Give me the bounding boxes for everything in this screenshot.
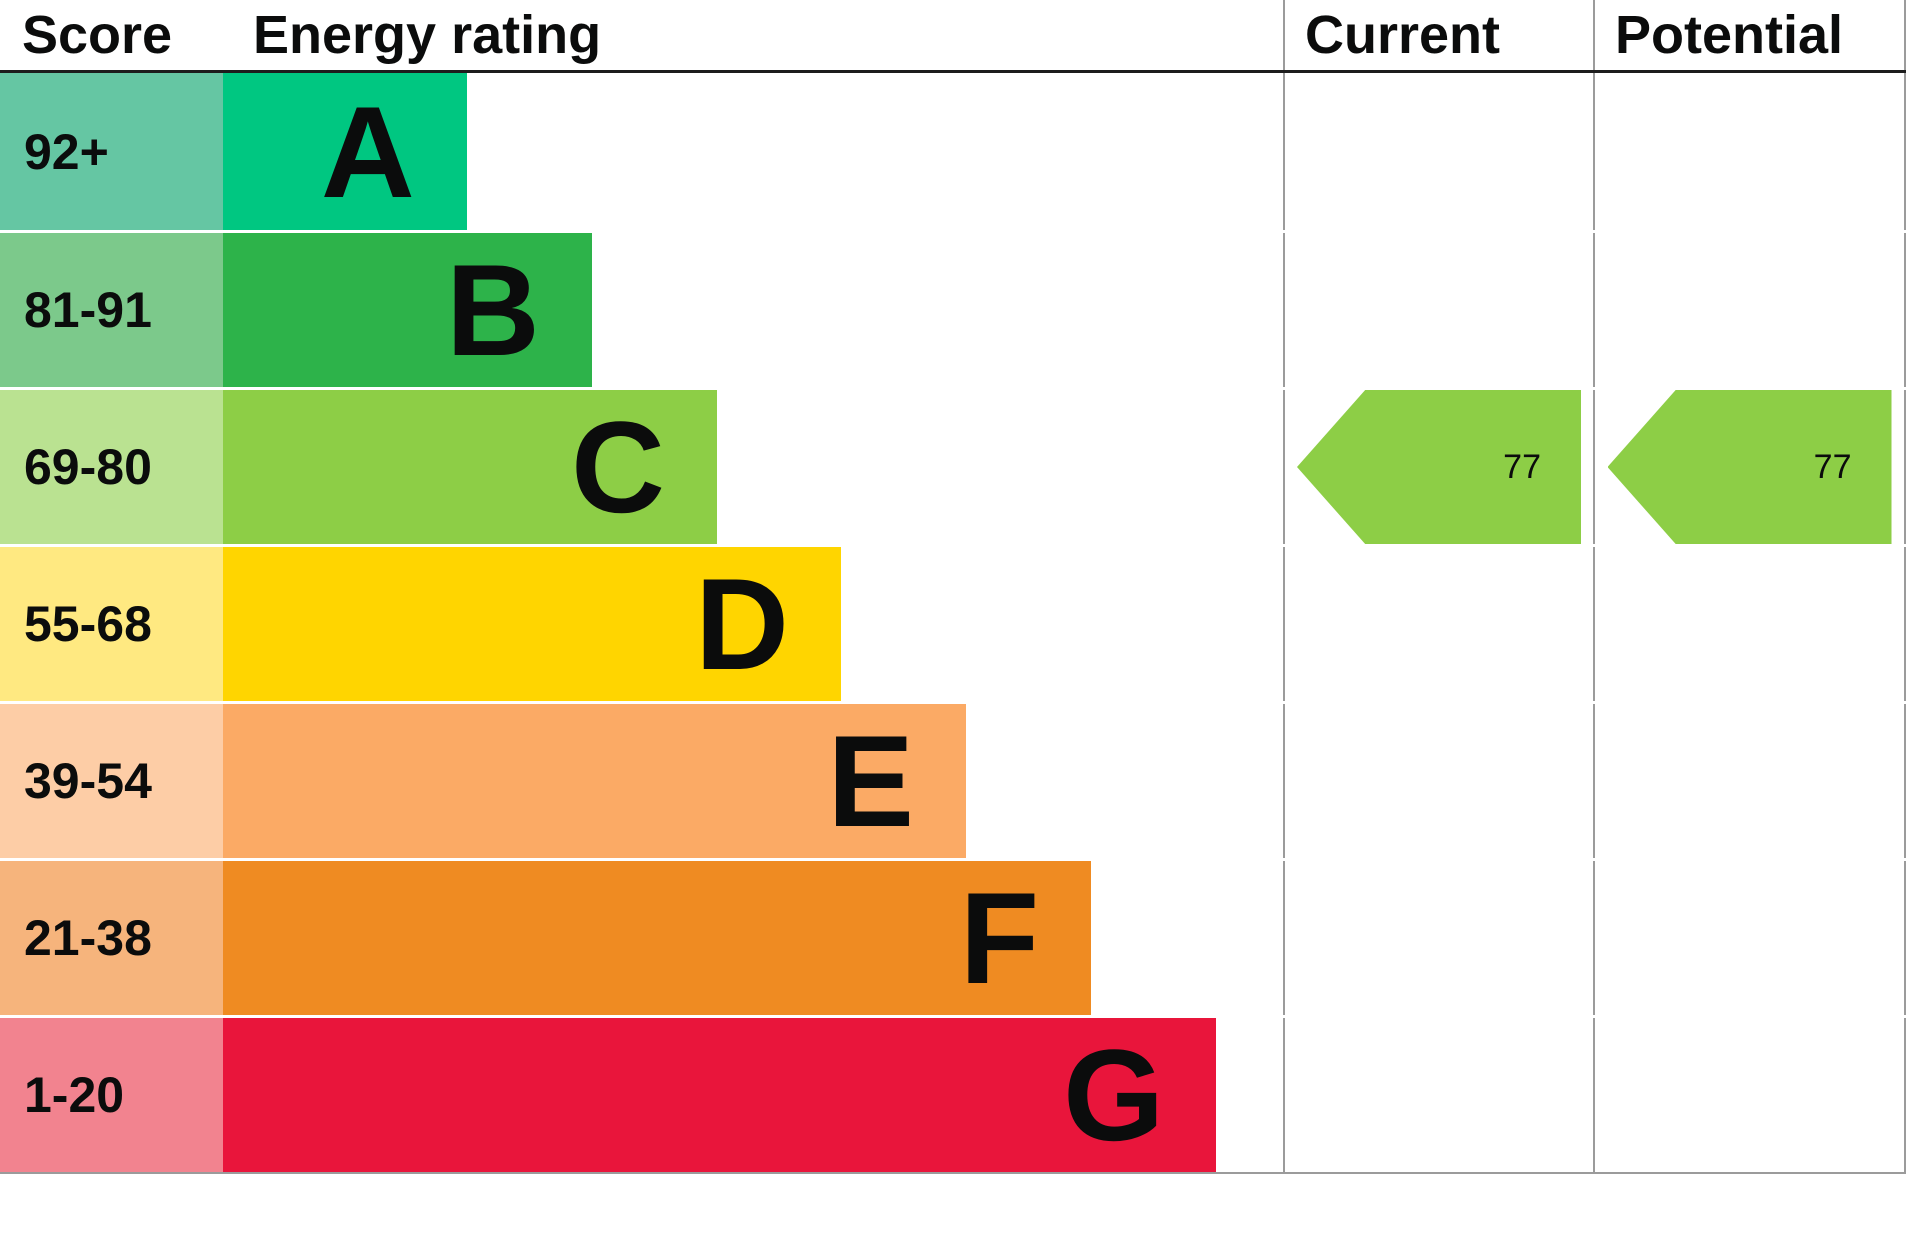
potential-cell bbox=[1593, 73, 1906, 230]
band-bar-area: E bbox=[223, 704, 1283, 858]
arrow-value: 77 bbox=[1503, 448, 1541, 486]
band-row: 21-38 F bbox=[0, 858, 1906, 1015]
potential-cell bbox=[1593, 1018, 1906, 1172]
band-bar: B bbox=[223, 233, 592, 387]
band-rows: 92+ A 81-91 B bbox=[0, 73, 1906, 1172]
current-cell: 77 bbox=[1283, 390, 1593, 544]
band-row: 39-54 E bbox=[0, 701, 1906, 858]
potential-cell bbox=[1593, 704, 1906, 858]
potential-cell: 77 bbox=[1593, 390, 1906, 544]
band-bar: C bbox=[223, 390, 717, 544]
band-bar: A bbox=[223, 73, 467, 230]
band-bar-area: A bbox=[223, 73, 1283, 230]
potential-cell bbox=[1593, 861, 1906, 1015]
band-letter: D bbox=[695, 551, 789, 697]
current-cell bbox=[1283, 233, 1593, 387]
band-bar-area: F bbox=[223, 861, 1283, 1015]
band-bar-area: D bbox=[223, 547, 1283, 701]
band-letter: C bbox=[571, 394, 665, 540]
arrow-value: 77 bbox=[1813, 448, 1852, 486]
current-cell bbox=[1283, 861, 1593, 1015]
band-score-range: 39-54 bbox=[0, 704, 223, 858]
potential-column-header: Potential bbox=[1593, 0, 1906, 70]
band-bar-area: G bbox=[223, 1018, 1283, 1172]
band-row: 81-91 B bbox=[0, 230, 1906, 387]
band-bar: D bbox=[223, 547, 841, 701]
band-letter: G bbox=[1063, 1022, 1165, 1168]
potential-rating-arrow: 77 bbox=[1607, 390, 1892, 544]
band-bar: G bbox=[223, 1018, 1217, 1172]
band-score-range: 55-68 bbox=[0, 547, 223, 701]
band-bar: E bbox=[223, 704, 967, 858]
band-score-range: 81-91 bbox=[0, 233, 223, 387]
chart-header-row: Score Energy rating Current Potential bbox=[0, 0, 1906, 73]
current-cell bbox=[1283, 73, 1593, 230]
band-letter: E bbox=[827, 708, 915, 854]
band-letter: A bbox=[320, 78, 415, 225]
band-letter: B bbox=[445, 237, 540, 383]
band-score-range: 92+ bbox=[0, 73, 223, 230]
potential-cell bbox=[1593, 547, 1906, 701]
current-cell bbox=[1283, 1018, 1593, 1172]
current-cell bbox=[1283, 704, 1593, 858]
current-cell bbox=[1283, 547, 1593, 701]
current-column-header: Current bbox=[1283, 0, 1593, 70]
score-column-header: Score bbox=[22, 5, 173, 65]
band-row: 92+ A bbox=[0, 73, 1906, 230]
band-score-range: 1-20 bbox=[0, 1018, 223, 1172]
band-letter: F bbox=[959, 865, 1040, 1011]
band-row: 1-20 G bbox=[0, 1015, 1906, 1172]
epc-rating-chart: Score Energy rating Current Potential 92… bbox=[0, 0, 1906, 1174]
potential-cell bbox=[1593, 233, 1906, 387]
current-rating-arrow: 77 bbox=[1297, 390, 1581, 544]
band-score-range: 21-38 bbox=[0, 861, 223, 1015]
band-row: 55-68 D bbox=[0, 544, 1906, 701]
band-bar: F bbox=[223, 861, 1092, 1015]
band-score-range: 69-80 bbox=[0, 390, 223, 544]
energy-rating-column-header: Energy rating bbox=[253, 5, 602, 65]
band-bar-area: B bbox=[223, 233, 1283, 387]
band-row: 69-80 C 77 77 bbox=[0, 387, 1906, 544]
band-bar-area: C bbox=[223, 390, 1283, 544]
